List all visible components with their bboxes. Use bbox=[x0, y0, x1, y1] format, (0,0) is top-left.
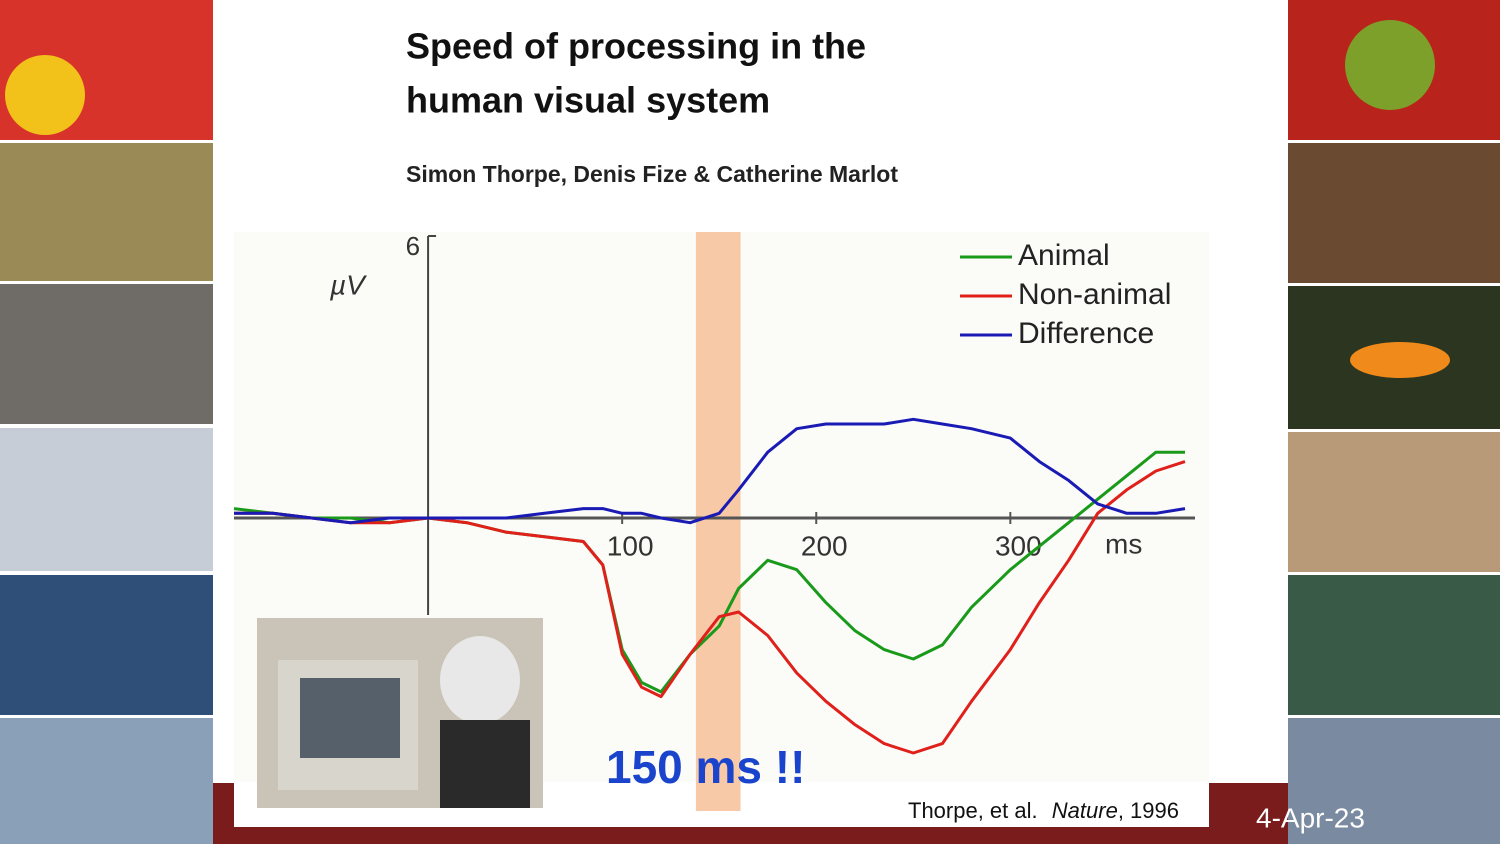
legend-label: Difference bbox=[1018, 317, 1154, 350]
photo bbox=[0, 718, 213, 844]
x-tick-label: 100 bbox=[607, 530, 654, 561]
date: 4-Apr-23 bbox=[1256, 802, 1365, 833]
y-axis-label: µV bbox=[329, 269, 367, 300]
chart: 6 100 200 300 µV ms Animal Non-animal Difference bbox=[233, 231, 1195, 811]
title-line: Speed of processing in the bbox=[406, 26, 866, 67]
person bbox=[440, 720, 530, 808]
citation-authors: Thorpe, et al. bbox=[908, 798, 1038, 823]
legend-label: Non-animal bbox=[1018, 278, 1171, 311]
photo bbox=[0, 284, 213, 424]
photo bbox=[0, 575, 213, 715]
photo bbox=[1288, 432, 1500, 572]
title-line: human visual system bbox=[406, 80, 770, 121]
photo bbox=[0, 428, 213, 571]
citation: Thorpe, et al. Nature, 1996 bbox=[908, 798, 1179, 823]
citation-journal: Nature bbox=[1052, 798, 1118, 823]
legend-label: Animal bbox=[1018, 239, 1110, 272]
left-photos bbox=[0, 0, 213, 844]
x-tick-label: 200 bbox=[801, 530, 848, 561]
eeg-cap bbox=[440, 636, 520, 724]
photo-detail bbox=[1350, 342, 1450, 378]
citation-year: , 1996 bbox=[1118, 798, 1179, 823]
x-tick-label: 300 bbox=[995, 530, 1042, 561]
photo bbox=[0, 143, 213, 281]
y-tick-label: 6 bbox=[406, 231, 420, 261]
series-line bbox=[234, 417, 1186, 525]
photo-detail bbox=[1345, 20, 1435, 110]
highlight-band bbox=[695, 232, 741, 811]
photo bbox=[1288, 718, 1500, 844]
screen bbox=[300, 678, 400, 758]
photo bbox=[1288, 575, 1500, 715]
x-axis-label: ms bbox=[1105, 528, 1142, 559]
right-photos bbox=[1288, 0, 1500, 844]
photo-detail bbox=[5, 55, 85, 135]
eeg-photo bbox=[257, 618, 543, 808]
annotation: 150 ms !! bbox=[606, 741, 805, 793]
authors: Simon Thorpe, Denis Fize & Catherine Mar… bbox=[406, 161, 898, 187]
photo bbox=[1288, 143, 1500, 283]
